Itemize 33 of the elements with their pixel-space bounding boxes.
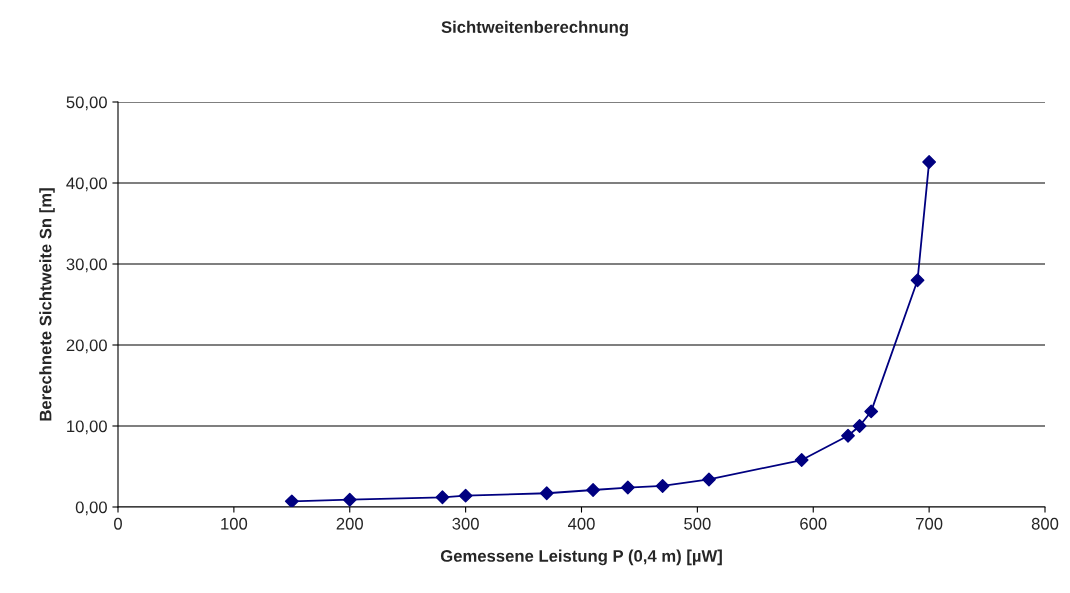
point [922,155,937,169]
x-tick-label: 300 [452,517,479,530]
y-tick-label: 0,00 [75,501,107,516]
point [655,479,670,493]
x-tick-label: 0 [114,517,122,530]
point [852,419,867,433]
x-tick-label: 800 [1031,517,1059,530]
y-tick-label: 40,00 [66,177,107,192]
point [794,453,809,467]
point [342,492,357,507]
point [910,273,925,288]
point [702,472,716,487]
y-tick-label: 30,00 [66,258,107,273]
point [284,494,299,507]
y-tick-label: 20,00 [66,339,107,354]
y-tick-label: 10,00 [67,420,107,435]
x-tick-label: 400 [567,517,595,530]
point [864,404,879,419]
point [539,486,554,501]
x-tick-label: 600 [800,517,827,530]
point [841,428,855,443]
chart-title: Sichtweitenberechnung [441,20,628,37]
point [458,488,473,503]
point [435,490,450,505]
x-tick-label: 700 [916,517,943,530]
point [620,480,635,495]
y-axis-title: Berechnete Sichtweite Sn [m] [39,188,55,421]
y-tick-label: 50,00 [66,96,107,111]
x-tick-label: 500 [684,517,711,530]
x-axis-title: Gemessene Leistung P (0,4 m) [µW] [440,549,722,566]
point [586,483,600,497]
x-tick-label: 200 [336,517,363,530]
x-tick-label: 100 [221,517,248,530]
